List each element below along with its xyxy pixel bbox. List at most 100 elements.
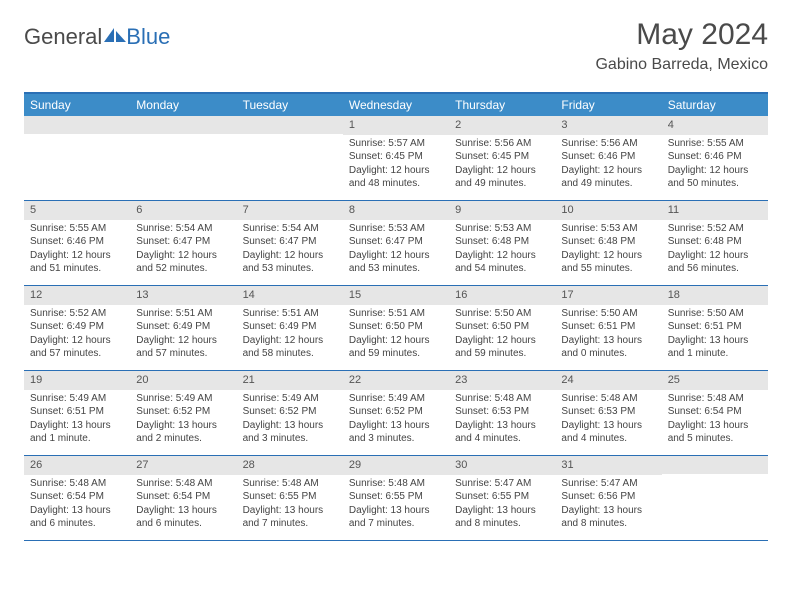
sunrise-text: Sunrise: 5:47 AM (455, 477, 549, 491)
calendar-cell: 24Sunrise: 5:48 AMSunset: 6:53 PMDayligh… (555, 371, 661, 455)
sunrise-text: Sunrise: 5:48 AM (455, 392, 549, 406)
day-number: 27 (130, 456, 236, 475)
sunset-text: Sunset: 6:49 PM (243, 320, 337, 334)
calendar-cell: 10Sunrise: 5:53 AMSunset: 6:48 PMDayligh… (555, 201, 661, 285)
daylight1-text: Daylight: 13 hours (243, 504, 337, 518)
sunrise-text: Sunrise: 5:48 AM (243, 477, 337, 491)
sunrise-text: Sunrise: 5:54 AM (136, 222, 230, 236)
sunset-text: Sunset: 6:55 PM (243, 490, 337, 504)
daylight1-text: Daylight: 13 hours (561, 419, 655, 433)
sunrise-text: Sunrise: 5:53 AM (561, 222, 655, 236)
calendar-cell: 6Sunrise: 5:54 AMSunset: 6:47 PMDaylight… (130, 201, 236, 285)
daylight2-text: and 2 minutes. (136, 432, 230, 446)
day-details: Sunrise: 5:50 AMSunset: 6:51 PMDaylight:… (662, 305, 768, 365)
sunrise-text: Sunrise: 5:54 AM (243, 222, 337, 236)
daylight2-text: and 8 minutes. (561, 517, 655, 531)
calendar-cell: 8Sunrise: 5:53 AMSunset: 6:47 PMDaylight… (343, 201, 449, 285)
sunset-text: Sunset: 6:52 PM (349, 405, 443, 419)
title-block: May 2024 Gabino Barreda, Mexico (595, 18, 768, 74)
day-number: 18 (662, 286, 768, 305)
day-details: Sunrise: 5:48 AMSunset: 6:54 PMDaylight:… (24, 475, 130, 535)
day-details: Sunrise: 5:56 AMSunset: 6:45 PMDaylight:… (449, 135, 555, 195)
daylight1-text: Daylight: 12 hours (349, 249, 443, 263)
day-number: 5 (24, 201, 130, 220)
location-label: Gabino Barreda, Mexico (595, 56, 768, 74)
day-details: Sunrise: 5:51 AMSunset: 6:50 PMDaylight:… (343, 305, 449, 365)
day-number (24, 116, 130, 134)
daylight1-text: Daylight: 13 hours (243, 419, 337, 433)
calendar-cell: 20Sunrise: 5:49 AMSunset: 6:52 PMDayligh… (130, 371, 236, 455)
day-header: Monday (130, 94, 236, 116)
sunset-text: Sunset: 6:48 PM (668, 235, 762, 249)
day-details: Sunrise: 5:47 AMSunset: 6:56 PMDaylight:… (555, 475, 661, 535)
daylight2-text: and 49 minutes. (455, 177, 549, 191)
week-row: 19Sunrise: 5:49 AMSunset: 6:51 PMDayligh… (24, 371, 768, 456)
sunrise-text: Sunrise: 5:48 AM (30, 477, 124, 491)
day-number: 31 (555, 456, 661, 475)
sunrise-text: Sunrise: 5:49 AM (30, 392, 124, 406)
day-number: 13 (130, 286, 236, 305)
day-details: Sunrise: 5:54 AMSunset: 6:47 PMDaylight:… (130, 220, 236, 280)
logo-text-general: General (24, 24, 102, 50)
daylight2-text: and 1 minute. (668, 347, 762, 361)
sunset-text: Sunset: 6:46 PM (561, 150, 655, 164)
daylight1-text: Daylight: 13 hours (455, 504, 549, 518)
sunset-text: Sunset: 6:52 PM (136, 405, 230, 419)
daylight2-text: and 57 minutes. (136, 347, 230, 361)
sunrise-text: Sunrise: 5:57 AM (349, 137, 443, 151)
day-number: 2 (449, 116, 555, 135)
daylight1-text: Daylight: 12 hours (668, 249, 762, 263)
calendar-cell (24, 116, 130, 200)
calendar-cell: 17Sunrise: 5:50 AMSunset: 6:51 PMDayligh… (555, 286, 661, 370)
sunset-text: Sunset: 6:47 PM (136, 235, 230, 249)
calendar-cell: 19Sunrise: 5:49 AMSunset: 6:51 PMDayligh… (24, 371, 130, 455)
daylight1-text: Daylight: 13 hours (30, 419, 124, 433)
day-number: 24 (555, 371, 661, 390)
day-number: 14 (237, 286, 343, 305)
sunrise-text: Sunrise: 5:49 AM (349, 392, 443, 406)
calendar-cell: 2Sunrise: 5:56 AMSunset: 6:45 PMDaylight… (449, 116, 555, 200)
sunrise-text: Sunrise: 5:48 AM (136, 477, 230, 491)
day-header: Saturday (662, 94, 768, 116)
sunrise-text: Sunrise: 5:52 AM (668, 222, 762, 236)
day-details: Sunrise: 5:48 AMSunset: 6:55 PMDaylight:… (237, 475, 343, 535)
day-number: 30 (449, 456, 555, 475)
daylight1-text: Daylight: 12 hours (30, 334, 124, 348)
calendar-cell: 27Sunrise: 5:48 AMSunset: 6:54 PMDayligh… (130, 456, 236, 540)
daylight2-text: and 51 minutes. (30, 262, 124, 276)
daylight1-text: Daylight: 13 hours (349, 504, 443, 518)
daylight1-text: Daylight: 12 hours (455, 249, 549, 263)
sunset-text: Sunset: 6:48 PM (561, 235, 655, 249)
daylight1-text: Daylight: 12 hours (243, 334, 337, 348)
calendar-cell: 12Sunrise: 5:52 AMSunset: 6:49 PMDayligh… (24, 286, 130, 370)
sunset-text: Sunset: 6:50 PM (349, 320, 443, 334)
calendar-cell: 4Sunrise: 5:55 AMSunset: 6:46 PMDaylight… (662, 116, 768, 200)
day-details: Sunrise: 5:55 AMSunset: 6:46 PMDaylight:… (24, 220, 130, 280)
day-details: Sunrise: 5:48 AMSunset: 6:55 PMDaylight:… (343, 475, 449, 535)
day-details: Sunrise: 5:50 AMSunset: 6:50 PMDaylight:… (449, 305, 555, 365)
day-details: Sunrise: 5:49 AMSunset: 6:51 PMDaylight:… (24, 390, 130, 450)
day-header: Thursday (449, 94, 555, 116)
daylight1-text: Daylight: 12 hours (349, 334, 443, 348)
daylight2-text: and 3 minutes. (243, 432, 337, 446)
daylight1-text: Daylight: 13 hours (561, 334, 655, 348)
day-number: 12 (24, 286, 130, 305)
sunrise-text: Sunrise: 5:50 AM (668, 307, 762, 321)
daylight1-text: Daylight: 12 hours (561, 164, 655, 178)
sunset-text: Sunset: 6:49 PM (136, 320, 230, 334)
day-number: 10 (555, 201, 661, 220)
day-number: 26 (24, 456, 130, 475)
calendar-cell: 16Sunrise: 5:50 AMSunset: 6:50 PMDayligh… (449, 286, 555, 370)
week-row: 12Sunrise: 5:52 AMSunset: 6:49 PMDayligh… (24, 286, 768, 371)
sunset-text: Sunset: 6:49 PM (30, 320, 124, 334)
daylight1-text: Daylight: 13 hours (136, 504, 230, 518)
daylight2-text: and 56 minutes. (668, 262, 762, 276)
calendar-cell: 11Sunrise: 5:52 AMSunset: 6:48 PMDayligh… (662, 201, 768, 285)
daylight2-text: and 7 minutes. (243, 517, 337, 531)
daylight2-text: and 59 minutes. (349, 347, 443, 361)
day-number: 15 (343, 286, 449, 305)
daylight2-text: and 7 minutes. (349, 517, 443, 531)
sunset-text: Sunset: 6:55 PM (349, 490, 443, 504)
calendar-cell: 9Sunrise: 5:53 AMSunset: 6:48 PMDaylight… (449, 201, 555, 285)
day-number: 1 (343, 116, 449, 135)
